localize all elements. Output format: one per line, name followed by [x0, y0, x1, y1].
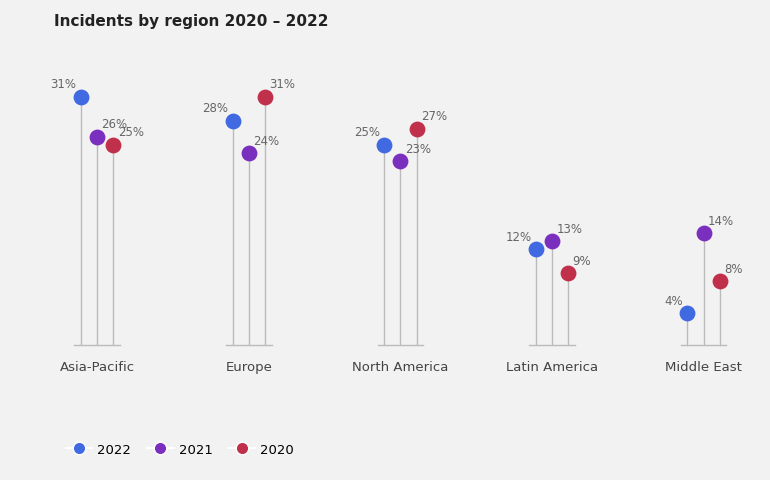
Point [714, 278, 726, 286]
Text: 9%: 9% [573, 254, 591, 267]
Point [226, 118, 239, 125]
Text: 25%: 25% [118, 126, 144, 139]
Text: 31%: 31% [51, 78, 77, 91]
Text: 27%: 27% [421, 110, 447, 123]
Point [378, 142, 390, 149]
Text: Europe: Europe [226, 360, 273, 373]
Text: Middle East: Middle East [665, 360, 742, 373]
Text: 26%: 26% [102, 118, 128, 131]
Point [259, 94, 271, 101]
Text: 24%: 24% [253, 134, 280, 147]
Point [243, 150, 255, 157]
Text: 12%: 12% [505, 230, 531, 243]
Text: 31%: 31% [270, 78, 296, 91]
Point [91, 134, 103, 142]
Point [562, 270, 574, 277]
Text: Asia-Pacific: Asia-Pacific [59, 360, 135, 373]
Legend: 2022, 2021, 2020: 2022, 2021, 2020 [61, 437, 300, 461]
Text: 28%: 28% [203, 102, 228, 115]
Text: 23%: 23% [405, 142, 430, 155]
Text: 8%: 8% [724, 262, 742, 275]
Point [681, 310, 694, 317]
Point [530, 246, 542, 253]
Text: Incidents by region 2020 – 2022: Incidents by region 2020 – 2022 [54, 14, 328, 29]
Point [546, 238, 558, 245]
Point [698, 230, 710, 238]
Text: 13%: 13% [556, 222, 582, 235]
Point [410, 126, 423, 133]
Text: 25%: 25% [354, 126, 380, 139]
Text: 4%: 4% [665, 294, 683, 307]
Point [107, 142, 119, 149]
Text: 14%: 14% [708, 214, 734, 227]
Text: North America: North America [352, 360, 449, 373]
Text: Latin America: Latin America [506, 360, 598, 373]
Point [75, 94, 87, 101]
Point [394, 158, 407, 166]
